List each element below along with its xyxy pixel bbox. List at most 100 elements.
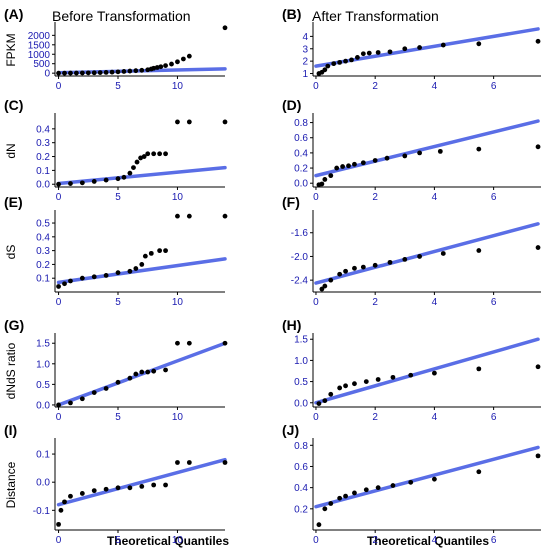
data-point: [127, 485, 133, 491]
data-point: [145, 369, 151, 375]
y-tick-label: 1.0: [294, 356, 308, 367]
data-point: [331, 61, 337, 67]
data-point: [151, 65, 157, 71]
y-axis-label: dNdS ratio: [4, 342, 18, 399]
y-tick-label: 1.5: [294, 335, 308, 346]
data-point: [390, 483, 396, 488]
x-tick-label: 4: [432, 297, 438, 308]
y-tick-label: 0.5: [294, 377, 308, 388]
data-point: [91, 179, 97, 184]
fit-line: [56, 257, 227, 285]
data-point: [79, 275, 85, 281]
data-point: [163, 151, 168, 157]
data-point: [157, 248, 163, 254]
y-tick-label: 0.4: [36, 232, 50, 243]
data-point: [352, 381, 357, 387]
data-point: [334, 165, 340, 171]
data-point: [337, 59, 343, 65]
panel-letter: (B): [282, 6, 301, 22]
y-axis-label: FPKM: [4, 33, 18, 66]
x-tick-label: 6: [491, 81, 497, 92]
y-tick-label: 2: [302, 57, 308, 68]
data-point: [97, 70, 103, 75]
data-point: [139, 67, 145, 73]
data-point: [145, 67, 151, 73]
data-point: [175, 59, 180, 65]
fit-line: [314, 119, 540, 178]
data-point: [154, 65, 160, 70]
y-tick-label: -2.4: [291, 276, 309, 287]
y-tick-label: 0.2: [36, 152, 50, 163]
data-point: [535, 38, 541, 44]
y-tick-label: 0.6: [294, 133, 308, 144]
data-point: [440, 251, 446, 256]
data-point: [103, 273, 109, 278]
data-point: [535, 364, 541, 370]
x-tick-label: 10: [172, 81, 184, 92]
panel-letter: (H): [282, 317, 301, 333]
data-point: [387, 259, 393, 265]
x-tick-label: 0: [56, 412, 62, 423]
panel-letter: (D): [282, 97, 301, 113]
x-axis-label-left: Theoretical Quantiles: [107, 534, 229, 548]
y-tick-label: -2.0: [291, 252, 309, 263]
data-point: [352, 490, 357, 496]
data-point: [408, 479, 414, 485]
x-axis-label-right: Theoretical Quantiles: [367, 534, 489, 548]
panel-letter: (C): [4, 97, 23, 113]
data-point: [148, 250, 154, 256]
y-tick-label: 0.0: [36, 180, 50, 191]
data-point: [56, 70, 61, 76]
x-tick-label: 10: [172, 535, 184, 546]
data-point: [387, 49, 393, 55]
data-point: [402, 257, 408, 262]
data-point: [103, 386, 109, 391]
data-point: [115, 176, 121, 182]
data-point: [141, 154, 147, 159]
data-point: [163, 248, 168, 254]
data-point: [360, 264, 366, 270]
data-point: [175, 213, 180, 219]
data-point: [163, 63, 168, 68]
data-point: [91, 488, 97, 494]
y-tick-label: 0.1: [36, 166, 50, 177]
data-point: [91, 70, 97, 76]
data-point: [169, 61, 174, 67]
data-point: [115, 485, 121, 491]
data-point: [440, 42, 446, 48]
data-point: [186, 340, 192, 346]
data-point: [375, 485, 381, 491]
data-point: [352, 161, 357, 167]
y-tick-label: 500: [33, 59, 50, 70]
y-tick-label: -0.1: [33, 506, 51, 517]
data-point: [186, 119, 192, 125]
data-point: [322, 506, 328, 512]
data-point: [476, 146, 482, 152]
data-point: [417, 45, 422, 50]
y-tick-label: 0.3: [36, 138, 50, 149]
x-tick-label: 0: [313, 297, 319, 308]
data-point: [325, 63, 331, 69]
data-point: [109, 69, 115, 75]
data-point: [62, 70, 67, 76]
data-point: [375, 377, 381, 382]
x-tick-label: 0: [56, 192, 62, 203]
data-point: [56, 521, 61, 527]
data-point: [337, 271, 343, 277]
x-tick-label: 6: [491, 535, 497, 546]
data-point: [319, 286, 325, 292]
x-tick-label: 0: [56, 535, 62, 546]
y-tick-label: 1500: [28, 40, 51, 51]
data-point: [535, 245, 541, 250]
data-point: [68, 493, 73, 499]
fit-line: [314, 222, 540, 285]
y-tick-label: 0.3: [36, 246, 50, 257]
data-point: [91, 274, 97, 280]
data-point: [139, 369, 145, 375]
y-tick-label: 0.0: [294, 179, 308, 190]
data-point: [186, 53, 192, 59]
data-point: [133, 371, 139, 377]
data-point: [437, 148, 443, 154]
